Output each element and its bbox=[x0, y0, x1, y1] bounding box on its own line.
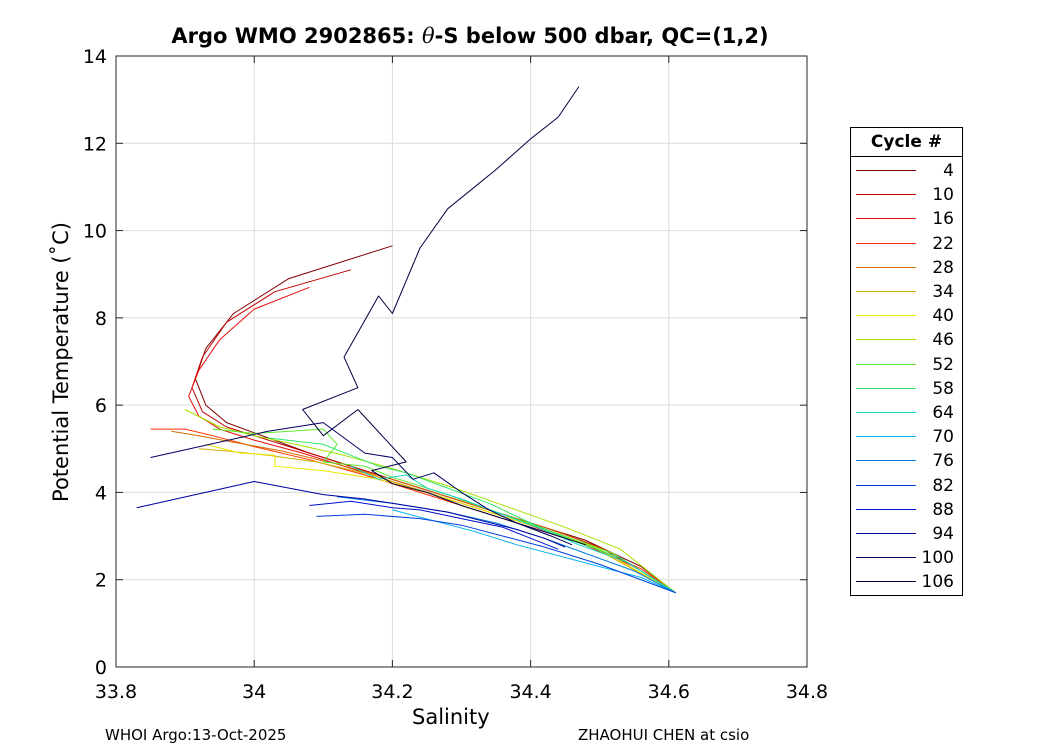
series-line-cycle-46 bbox=[184, 409, 677, 594]
legend-label: 70 bbox=[932, 427, 954, 448]
legend-swatch bbox=[856, 266, 916, 268]
legend-item-cycle-94: 94 bbox=[851, 522, 964, 546]
series-line-cycle-64 bbox=[350, 465, 676, 594]
series-line-cycle-4 bbox=[195, 245, 677, 594]
legend-label: 16 bbox=[932, 209, 954, 230]
legend-swatch bbox=[856, 291, 916, 292]
series-line-cycle-34 bbox=[198, 448, 676, 594]
legend-swatch bbox=[856, 194, 916, 196]
title-theta-symbol: θ bbox=[421, 24, 435, 48]
series-line-cycle-22 bbox=[150, 428, 676, 594]
legend-item-cycle-22: 22 bbox=[851, 232, 964, 256]
y-tick-label: 8 bbox=[95, 308, 107, 330]
series-line-cycle-70 bbox=[392, 509, 676, 594]
legend-label: 52 bbox=[932, 354, 954, 375]
x-axis-label: Salinity bbox=[412, 705, 490, 729]
legend-item-cycle-82: 82 bbox=[851, 474, 964, 498]
x-tick-label: 34.2 bbox=[371, 681, 413, 703]
legend-swatch bbox=[856, 315, 916, 317]
legend-item-cycle-100: 100 bbox=[851, 546, 964, 570]
legend-item-cycle-58: 58 bbox=[851, 377, 964, 401]
y-tick-label: 4 bbox=[95, 482, 107, 504]
legend-swatch bbox=[856, 581, 916, 583]
y-tick-label: 0 bbox=[95, 657, 107, 679]
legend-item-cycle-40: 40 bbox=[851, 304, 964, 328]
y-axis-label: Potential Temperature (˚C) bbox=[49, 222, 73, 502]
legend-label: 88 bbox=[932, 499, 954, 520]
legend-item-cycle-34: 34 bbox=[851, 280, 964, 304]
series-line-cycle-28 bbox=[171, 430, 676, 594]
legend-swatch bbox=[856, 460, 916, 462]
series-line-cycle-88 bbox=[309, 500, 559, 550]
y-tick-label: 2 bbox=[95, 570, 107, 592]
x-tick-label: 34.6 bbox=[648, 681, 690, 703]
x-tick-label: 34.8 bbox=[786, 681, 828, 703]
legend-label: 40 bbox=[932, 306, 954, 327]
legend-swatch bbox=[856, 484, 916, 486]
series-layer bbox=[136, 86, 677, 594]
legend-label: 34 bbox=[932, 282, 954, 302]
legend-swatch bbox=[856, 387, 916, 389]
chart-title: Argo WMO 2902865: θ-S below 500 dbar, QC… bbox=[90, 24, 850, 48]
series-line-cycle-16 bbox=[188, 286, 676, 594]
y-tick-label: 14 bbox=[83, 46, 107, 68]
legend-item-cycle-76: 76 bbox=[851, 449, 964, 473]
series-line-cycle-106 bbox=[302, 86, 587, 546]
series-line-cycle-58 bbox=[267, 437, 676, 594]
footer-author: ZHAOHUI CHEN at csio bbox=[578, 726, 750, 744]
legend-swatch bbox=[856, 218, 916, 220]
legend-swatch bbox=[856, 339, 916, 341]
legend-label: 94 bbox=[932, 524, 954, 544]
legend-swatch bbox=[856, 170, 916, 171]
legend-label: 4 bbox=[943, 161, 954, 181]
y-tick-label: 12 bbox=[83, 133, 107, 155]
legend-swatch bbox=[856, 363, 916, 365]
legend-item-cycle-52: 52 bbox=[851, 353, 964, 377]
x-tick-label: 33.8 bbox=[95, 681, 137, 703]
footer-source: WHOI Argo:13-Oct-2025 bbox=[105, 726, 287, 744]
legend-swatch bbox=[856, 412, 916, 413]
series-line-cycle-52 bbox=[212, 428, 676, 594]
legend-swatch bbox=[856, 436, 916, 438]
legend-label: 82 bbox=[932, 475, 954, 496]
series-line-cycle-82 bbox=[316, 513, 676, 594]
legend-item-cycle-16: 16 bbox=[851, 207, 964, 231]
legend-swatch bbox=[856, 242, 916, 244]
legend-label: 64 bbox=[932, 403, 954, 423]
x-tick-label: 34.4 bbox=[509, 681, 551, 703]
series-line-cycle-94 bbox=[136, 481, 566, 548]
legend-item-cycle-106: 106 bbox=[851, 570, 964, 594]
legend-label: 100 bbox=[921, 548, 954, 569]
legend-label: 10 bbox=[932, 185, 954, 206]
tick-layer: 33.8 34 34.2 34.4 34.6 34.8 0 2 4 6 8 10 12 14 bbox=[83, 46, 828, 703]
legend-item-cycle-46: 46 bbox=[851, 328, 964, 352]
title-prefix: Argo WMO 2902865: bbox=[171, 24, 422, 48]
legend-label: 28 bbox=[932, 257, 954, 278]
y-tick-label: 10 bbox=[83, 221, 107, 243]
legend-swatch bbox=[856, 557, 916, 559]
legend-item-cycle-28: 28 bbox=[851, 256, 964, 280]
legend-label: 22 bbox=[932, 233, 954, 254]
title-suffix: -S below 500 dbar, QC=(1,2) bbox=[434, 24, 769, 48]
legend-item-cycle-10: 10 bbox=[851, 183, 964, 207]
series-line-cycle-100 bbox=[150, 422, 573, 546]
legend-label: 58 bbox=[932, 378, 954, 399]
legend-label: 46 bbox=[932, 330, 954, 351]
y-tick-label: 6 bbox=[95, 395, 107, 417]
legend-title: Cycle # bbox=[851, 128, 962, 157]
legend-label: 76 bbox=[932, 451, 954, 472]
legend-item-cycle-4: 4 bbox=[851, 159, 964, 183]
legend-item-cycle-64: 64 bbox=[851, 401, 964, 425]
legend-item-cycle-88: 88 bbox=[851, 498, 964, 522]
legend-item-cycle-70: 70 bbox=[851, 425, 964, 449]
legend: Cycle # 4 10 16 22 28 34 40 46 52 58 64 70 76 82 88 94 1… bbox=[850, 127, 963, 596]
legend-label: 106 bbox=[921, 572, 954, 593]
axes-frame bbox=[115, 55, 808, 668]
series-line-cycle-40 bbox=[205, 443, 676, 594]
x-tick-label: 34 bbox=[242, 681, 266, 703]
grid-lines bbox=[116, 56, 807, 667]
legend-swatch bbox=[856, 508, 916, 510]
legend-swatch bbox=[856, 533, 916, 534]
